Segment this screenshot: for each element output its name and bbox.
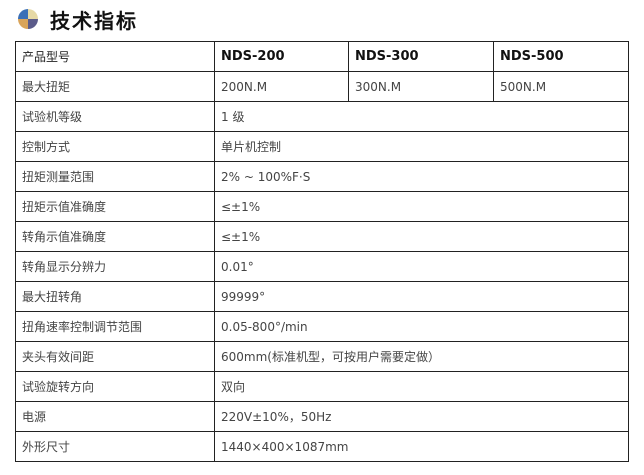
row-label: 控制方式 (15, 131, 215, 162)
header-cell: 产品型号 (15, 41, 215, 72)
row-value: 300N.M (348, 71, 494, 102)
row-label: 转角示值准确度 (15, 221, 215, 252)
table-row: 控制方式 单片机控制 (15, 131, 629, 162)
table-row: 转角显示分辨力 0.01° (15, 251, 629, 282)
table-row: 扭矩测量范围 2% ~ 100%F·S (15, 161, 629, 192)
row-label: 扭矩示值准确度 (15, 191, 215, 222)
row-label: 试验机等级 (15, 101, 215, 132)
header-cell: NDS-500 (493, 41, 629, 72)
section-bullet-icon (18, 9, 38, 29)
table-row: 扭角速率控制调节范围 0.05-800°/min (15, 311, 629, 342)
table-row: 试验机等级 1 级 (15, 101, 629, 132)
table-row: 夹头有效间距 600mm(标准机型，可按用户需要定做） (15, 341, 629, 372)
table-row: 外形尺寸 1440×400×1087mm (15, 431, 629, 462)
row-value: 0.05-800°/min (214, 311, 629, 342)
row-value: 200N.M (214, 71, 349, 102)
section-heading: 技术指标 (50, 8, 138, 33)
row-value: 单片机控制 (214, 131, 629, 162)
header-cell: NDS-200 (214, 41, 349, 72)
row-value: ≤±1% (214, 221, 629, 252)
row-value: 双向 (214, 371, 629, 402)
row-label: 夹头有效间距 (15, 341, 215, 372)
table-row: 转角示值准确度 ≤±1% (15, 221, 629, 252)
row-value: 220V±10%，50Hz (214, 401, 629, 432)
row-label: 外形尺寸 (15, 431, 215, 462)
row-label: 转角显示分辨力 (15, 251, 215, 282)
table-row: 扭矩示值准确度 ≤±1% (15, 191, 629, 222)
row-label: 扭矩测量范围 (15, 161, 215, 192)
table-row: 最大扭矩 200N.M 300N.M 500N.M (15, 71, 629, 102)
table-header-row: 产品型号 NDS-200 NDS-300 NDS-500 (15, 41, 629, 72)
section-title: 技术指标 (18, 6, 138, 33)
row-value: 2% ~ 100%F·S (214, 161, 629, 192)
table-row: 试验旋转方向 双向 (15, 371, 629, 402)
row-value: 1 级 (214, 101, 629, 132)
row-label: 最大扭矩 (15, 71, 215, 102)
row-value: ≤±1% (214, 191, 629, 222)
table-row: 最大扭转角 99999° (15, 281, 629, 312)
row-label: 电源 (15, 401, 215, 432)
table-row: 电源 220V±10%，50Hz (15, 401, 629, 432)
row-value: 0.01° (214, 251, 629, 282)
row-label: 试验旋转方向 (15, 371, 215, 402)
row-value: 500N.M (493, 71, 629, 102)
header-cell: NDS-300 (348, 41, 494, 72)
row-value: 600mm(标准机型，可按用户需要定做） (214, 341, 629, 372)
row-label: 最大扭转角 (15, 281, 215, 312)
row-value: 99999° (214, 281, 629, 312)
row-value: 1440×400×1087mm (214, 431, 629, 462)
spec-table: 产品型号 NDS-200 NDS-300 NDS-500 最大扭矩 200N.M… (15, 41, 629, 462)
row-label: 扭角速率控制调节范围 (15, 311, 215, 342)
